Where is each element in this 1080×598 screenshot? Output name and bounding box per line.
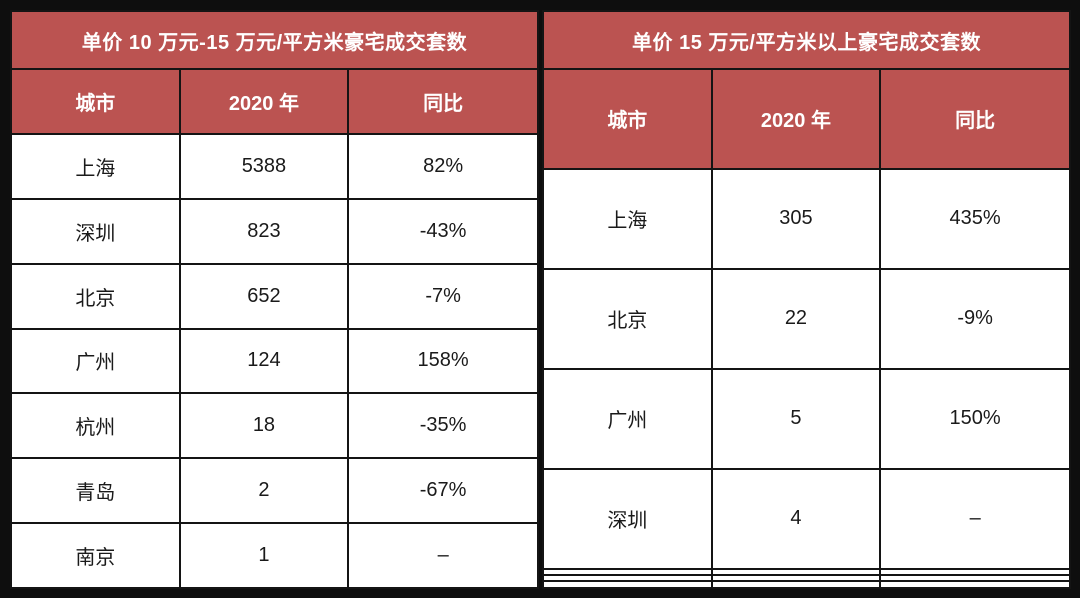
year-value-cell: 18: [178, 392, 350, 460]
column-header-yoy: 同比: [347, 68, 539, 135]
year-value-cell: [710, 580, 882, 589]
year-value-cell: 5388: [178, 132, 350, 200]
city-cell: [542, 573, 713, 583]
table-row: 杭州 18 -35%: [10, 392, 539, 460]
table-title-row: 单价 10 万元-15 万元/平方米豪宅成交套数: [10, 10, 539, 70]
yoy-cell: 158%: [347, 327, 539, 395]
year-value-cell: 124: [178, 327, 350, 395]
table-row: 广州 124 158%: [10, 327, 539, 395]
yoy-cell: [879, 580, 1071, 589]
city-cell: 北京: [10, 262, 181, 330]
city-cell: 杭州: [10, 392, 181, 460]
luxury-home-sales-tables: 单价 10 万元-15 万元/平方米豪宅成交套数 城市 2020 年 同比 上海…: [10, 10, 1071, 589]
year-value-cell: 305: [710, 167, 882, 270]
column-header-year: 2020 年: [710, 68, 882, 170]
yoy-cell: -9%: [879, 267, 1071, 370]
city-cell: 深圳: [10, 197, 181, 265]
table-row: 上海 5388 82%: [10, 132, 539, 200]
city-cell: 广州: [542, 367, 713, 470]
year-value-cell: 2: [178, 457, 350, 525]
table-row: 深圳 4 –: [542, 467, 1071, 570]
yoy-cell: –: [879, 467, 1071, 570]
city-cell: 上海: [542, 167, 713, 270]
city-cell: 北京: [542, 267, 713, 370]
table-row: 青岛 2 -67%: [10, 457, 539, 525]
table-row-empty: [542, 580, 1071, 589]
city-cell: 上海: [10, 132, 181, 200]
city-cell: 深圳: [542, 467, 713, 570]
year-value-cell: 1: [178, 522, 350, 589]
yoy-cell: -67%: [347, 457, 539, 525]
year-value-cell: [710, 567, 882, 577]
table-row-empty: [542, 573, 1071, 583]
yoy-cell: [879, 573, 1071, 583]
city-cell: [542, 567, 713, 577]
year-value-cell: 652: [178, 262, 350, 330]
table-row: 北京 652 -7%: [10, 262, 539, 330]
table-price-15-plus: 单价 15 万元/平方米以上豪宅成交套数 城市 2020 年 同比 上海 305…: [542, 10, 1071, 589]
table-row: 深圳 823 -43%: [10, 197, 539, 265]
city-cell: 青岛: [10, 457, 181, 525]
table-row: 南京 1 –: [10, 522, 539, 589]
city-cell: [542, 580, 713, 589]
year-value-cell: [710, 573, 882, 583]
table-row: 北京 22 -9%: [542, 267, 1071, 370]
year-value-cell: 22: [710, 267, 882, 370]
table-row: 广州 5 150%: [542, 367, 1071, 470]
column-header-yoy: 同比: [879, 68, 1071, 170]
column-header-row: 城市 2020 年 同比: [542, 68, 1071, 170]
year-value-cell: 823: [178, 197, 350, 265]
column-header-year: 2020 年: [178, 68, 350, 135]
table-title: 单价 15 万元/平方米以上豪宅成交套数: [542, 10, 1071, 70]
column-header-row: 城市 2020 年 同比: [10, 68, 539, 135]
city-cell: 广州: [10, 327, 181, 395]
table-row-empty: [542, 567, 1071, 577]
column-header-city: 城市: [10, 68, 181, 135]
yoy-cell: 82%: [347, 132, 539, 200]
yoy-cell: –: [347, 522, 539, 589]
yoy-cell: 150%: [879, 367, 1071, 470]
year-value-cell: 4: [710, 467, 882, 570]
yoy-cell: [879, 567, 1071, 577]
yoy-cell: 435%: [879, 167, 1071, 270]
table-price-10-15: 单价 10 万元-15 万元/平方米豪宅成交套数 城市 2020 年 同比 上海…: [10, 10, 539, 589]
year-value-cell: 5: [710, 367, 882, 470]
table-title: 单价 10 万元-15 万元/平方米豪宅成交套数: [10, 10, 539, 70]
yoy-cell: -43%: [347, 197, 539, 265]
yoy-cell: -7%: [347, 262, 539, 330]
table-row: 上海 305 435%: [542, 167, 1071, 270]
column-header-city: 城市: [542, 68, 713, 170]
table-title-row: 单价 15 万元/平方米以上豪宅成交套数: [542, 10, 1071, 70]
city-cell: 南京: [10, 522, 181, 589]
yoy-cell: -35%: [347, 392, 539, 460]
